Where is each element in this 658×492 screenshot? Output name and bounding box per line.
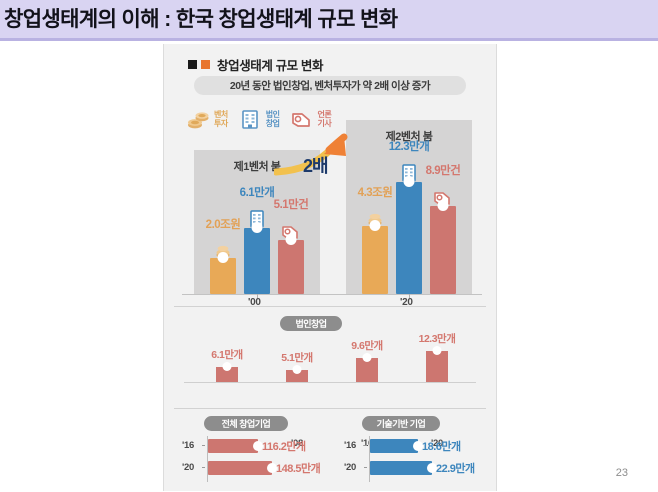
growth-arrow-icon: [272, 132, 359, 182]
bar-value-tech-2016: 18.6만개: [422, 441, 461, 453]
black-square-marker-icon: [188, 60, 197, 69]
legend-text-line1: 언론: [317, 110, 332, 119]
bar-value-venture-investment-2000: 2.0조원: [205, 219, 241, 231]
legend-label-venture-investment: 벤처 투자: [214, 110, 228, 128]
main-chart-axis: [182, 294, 482, 295]
axis-year-corp-2016: '16: [361, 438, 373, 449]
card-title: 창업생태계 규모 변화: [217, 59, 324, 73]
legend-text-line1: 법인: [265, 110, 280, 119]
header-underline: [0, 38, 658, 41]
hbar-total-2020: '20 148.5만개: [182, 460, 332, 476]
corporate-startup-chart: 6.1만개 '00 5.1만개 '08 9.6만개 '16 12.3만개 '20: [164, 332, 496, 449]
group-title-second-boom: 제2벤처 붐: [385, 131, 433, 143]
section-pill-label: 기술기반 기업: [376, 419, 426, 429]
section-divider-1: [174, 306, 486, 307]
axis-tick: [409, 294, 410, 298]
hbar-tech-2016: '16 18.6만개: [344, 438, 494, 454]
legend-label-media-articles: 언론 기사: [317, 110, 331, 128]
newspaper-icon: [289, 106, 315, 132]
subtitle-text: 20년 동안 법인창업, 벤처투자가 약 2배 이상 증가: [229, 80, 431, 92]
legend-text-line2: 창업: [265, 119, 280, 128]
axis-year-total-2016: '16: [182, 440, 194, 451]
chart-legend: 벤처 투자 법인 창업: [186, 106, 332, 132]
hbar-total-2016: '16 116.2만개: [182, 438, 332, 454]
bar-value-corp-2016: 9.6만개: [351, 340, 383, 352]
tech-based-chart: '16 18.6만개 '20 22.9만개: [344, 436, 494, 492]
building-icon: [238, 106, 264, 132]
orange-square-marker-icon: [201, 60, 210, 69]
bar-value-corp-2008: 5.1만개: [281, 352, 313, 364]
section-pill-tech-based: 기술기반 기업: [362, 416, 440, 431]
bar-group-panel-2000: 제1벤처 붐 2.0조원 6.1만개: [194, 150, 320, 294]
total-startups-chart: '16 116.2만개 '20 148.5만개: [182, 436, 332, 492]
bar-value-total-2016: 116.2만개: [262, 441, 306, 453]
infographic-card: 창업생태계 규모 변화 20년 동안 법인창업, 벤처투자가 약 2배 이상 증…: [163, 44, 497, 491]
axis-year-corp-2020: '20: [431, 438, 443, 449]
bar-value-media-articles-2020: 8.9만건: [425, 165, 461, 177]
legend-text-line1: 벤처: [214, 110, 228, 119]
subtitle-pill: 20년 동안 법인창업, 벤처투자가 약 2배 이상 증가: [194, 76, 466, 95]
corp-chart-axis: [184, 382, 476, 383]
bar-value-corporate-startup-2020: 12.3만개: [388, 141, 430, 153]
legend-label-corporate-startup: 법인 창업: [266, 110, 280, 128]
hbar-tech-2020: '20 22.9만개: [344, 460, 494, 476]
bar-group-2020: 4.3조원 12.3만개: [346, 120, 472, 294]
bar-value-corp-2020: 12.3만개: [418, 333, 456, 345]
bar-group-panel-2020: 제2벤처 붐 4.3조원 12.3만개: [346, 120, 472, 294]
page-title: 창업생태계의 이해 : 한국 창업생태계 규모 변화: [4, 8, 398, 31]
axis-year-2000: '00: [248, 297, 261, 308]
group-title-first-boom: 제1벤처 붐: [233, 161, 281, 173]
bar-value-media-articles-2000: 5.1만건: [273, 199, 309, 211]
axis-year-tech-2020: '20: [344, 462, 356, 473]
total-chart-axis: [207, 436, 208, 482]
bar-value-corp-2000: 6.1만개: [211, 349, 243, 361]
section-pill-label: 전체 창업기업: [221, 419, 271, 429]
slide-header: [0, 0, 658, 38]
section-divider-2: [174, 408, 486, 409]
tech-chart-axis: [369, 436, 370, 482]
axis-year-tech-2016: '16: [344, 440, 356, 451]
section-pill-total-startups: 전체 창업기업: [204, 416, 288, 431]
bar-value-venture-investment-2020: 4.3조원: [357, 187, 393, 199]
bar-group-2000: 2.0조원 6.1만개: [194, 150, 320, 294]
card-title-row: 창업생태계 규모 변화: [188, 55, 323, 74]
legend-item-media-articles: 언론 기사: [289, 106, 332, 132]
bar-value-tech-2020: 22.9만개: [436, 463, 475, 475]
bar-value-corporate-startup-2000: 6.1만개: [239, 187, 275, 199]
legend-text-line2: 투자: [214, 119, 228, 128]
bar-value-total-2020: 148.5만개: [276, 463, 321, 475]
double-growth-badge: 2배: [303, 156, 329, 176]
legend-item-corporate-startup: 법인 창업: [238, 106, 280, 132]
coins-icon: [186, 106, 212, 132]
legend-text-line2: 기사: [317, 119, 332, 128]
legend-item-venture-investment: 벤처 투자: [186, 106, 228, 132]
axis-tick: [257, 294, 258, 298]
axis-year-2020: '20: [400, 297, 413, 308]
section-pill-corporate-startup: 법인창업: [280, 316, 342, 331]
axis-year-corp-2008: '08: [291, 438, 303, 449]
page-number: 23: [615, 467, 628, 479]
section-pill-label: 법인창업: [295, 319, 327, 329]
axis-year-total-2020: '20: [182, 462, 194, 473]
